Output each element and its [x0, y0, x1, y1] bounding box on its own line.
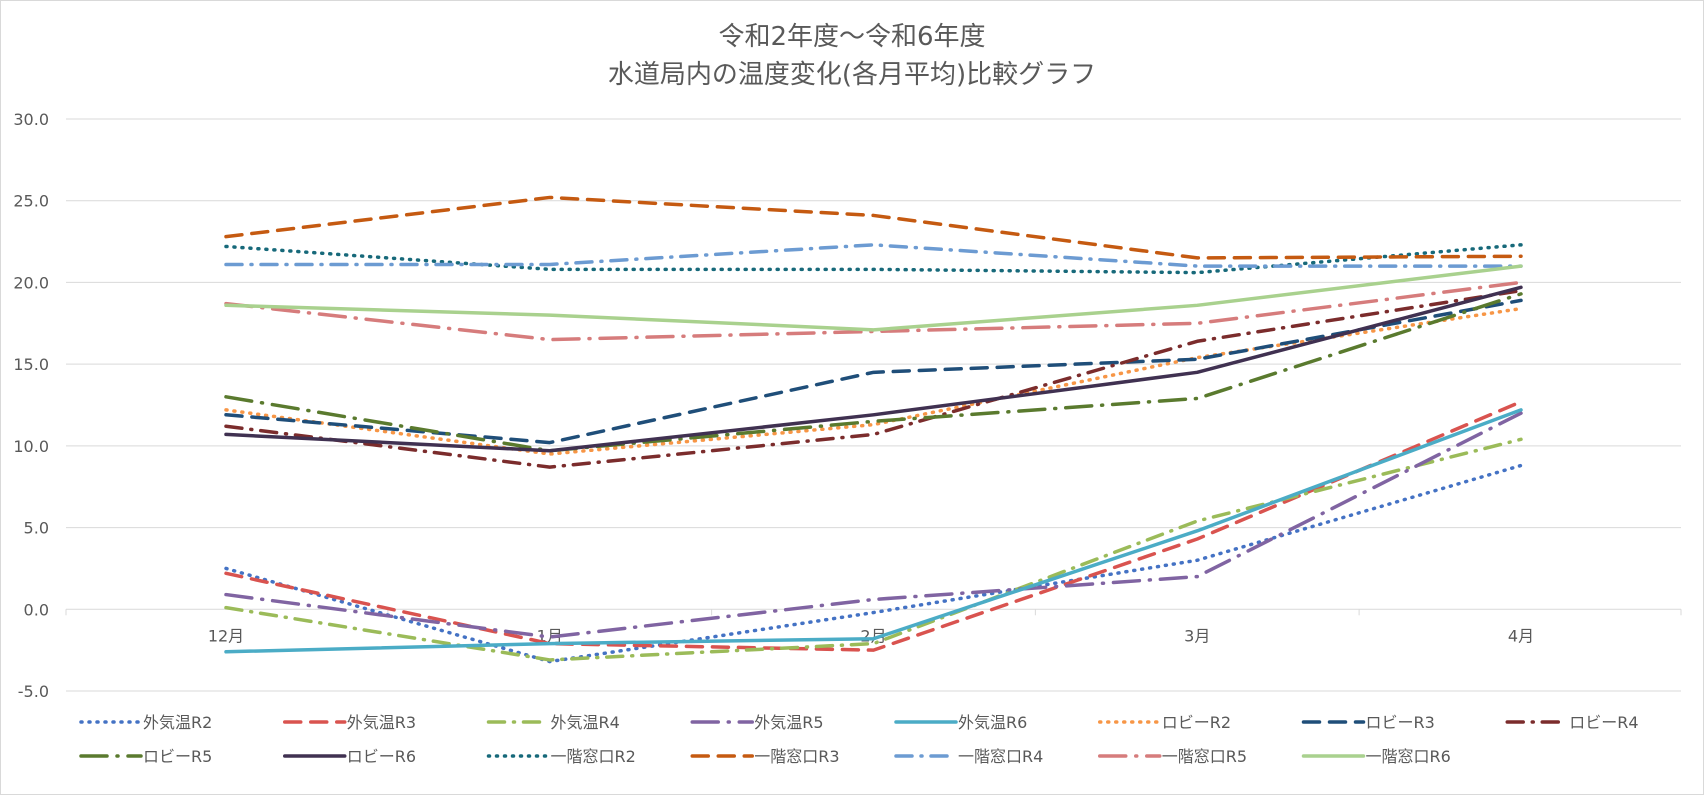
x-tick-label: 3月: [1184, 626, 1210, 645]
legend-label: 一階窓口R4: [958, 747, 1043, 766]
legend-label: 外気温R2: [143, 713, 212, 732]
legend-item: 一階窓口R2: [486, 747, 636, 766]
legend-label: ロビーR6: [347, 747, 416, 766]
legend-label: 外気温R3: [347, 713, 416, 732]
legend-item: ロビーR3: [1301, 713, 1435, 732]
legend-item: 一階窓口R3: [690, 747, 840, 766]
legend-label: ロビーR2: [1162, 713, 1231, 732]
legend-item: 外気温R6: [894, 713, 1027, 732]
legend: 外気温R2 外気温R3 外気温R4 外気温R5 外気温R6 ロビーR2 ロビーR3 ロビーR4…: [79, 713, 1639, 766]
series-line-12: [224, 195, 1523, 260]
legend-item: 外気温R5: [690, 713, 824, 732]
legend-item: ロビーR2: [1098, 713, 1231, 732]
series-line-11: [224, 243, 1523, 275]
legend-item: 外気温R3: [283, 713, 416, 732]
chart-title-line2: 水道局内の温度変化(各月平均)比較グラフ: [608, 60, 1096, 90]
series-line-10: [224, 285, 1523, 453]
x-tick-label: 12月: [208, 626, 244, 645]
x-axis-ticks: 12月 1月 2月 3月 4月: [65, 609, 1682, 645]
legend-label: ロビーR3: [1366, 713, 1435, 732]
y-tick-label: 20.0: [13, 273, 49, 292]
legend-label: 一階窓口R3: [754, 747, 839, 766]
series-line-13: [224, 243, 1523, 268]
y-axis-ticks: 30.0 25.0 20.0 15.0 10.0 5.0 0.0 -5.0: [13, 110, 49, 701]
series-line-4: [224, 411, 1523, 639]
series-line-9: [224, 292, 1523, 453]
series-line-7: [224, 298, 1523, 445]
legend-item: 一階窓口R5: [1098, 747, 1247, 766]
y-tick-label: 0.0: [24, 600, 49, 619]
legend-item: ロビーR4: [1505, 713, 1639, 732]
legend-item: 一階窓口R6: [1301, 747, 1451, 766]
series-line-6: [224, 306, 1523, 456]
series-line-5: [224, 408, 1523, 654]
legend-label: 一階窓口R6: [1366, 747, 1451, 766]
y-tick-label: 15.0: [13, 355, 49, 374]
y-tick-label: 10.0: [13, 437, 49, 456]
series-line-1: [224, 463, 1523, 664]
y-tick-label: -5.0: [18, 682, 49, 701]
legend-item: 外気温R2: [79, 713, 212, 732]
series-lines: [224, 195, 1523, 664]
y-tick-label: 5.0: [24, 519, 49, 538]
series-line-15: [224, 264, 1523, 332]
x-tick-label: 4月: [1508, 626, 1534, 645]
legend-label: 外気温R6: [958, 713, 1027, 732]
legend-label: ロビーR5: [143, 747, 212, 766]
legend-label: 外気温R4: [551, 713, 620, 732]
legend-label: ロビーR4: [1569, 713, 1638, 732]
series-line-2: [224, 399, 1523, 652]
legend-item: 一階窓口R4: [894, 747, 1043, 766]
chart-title-line1: 令和2年度～令和6年度: [718, 22, 985, 52]
legend-item: ロビーR5: [79, 747, 212, 766]
y-tick-label: 30.0: [13, 110, 49, 129]
legend-label: 一階窓口R2: [551, 747, 636, 766]
legend-label: 外気温R5: [754, 713, 823, 732]
legend-item: 外気温R4: [486, 713, 620, 732]
series-line-3: [224, 437, 1523, 662]
legend-item: ロビーR6: [283, 747, 416, 766]
series-line-8: [224, 288, 1523, 469]
y-tick-label: 25.0: [13, 192, 49, 211]
legend-label: 一階窓口R5: [1162, 747, 1247, 766]
